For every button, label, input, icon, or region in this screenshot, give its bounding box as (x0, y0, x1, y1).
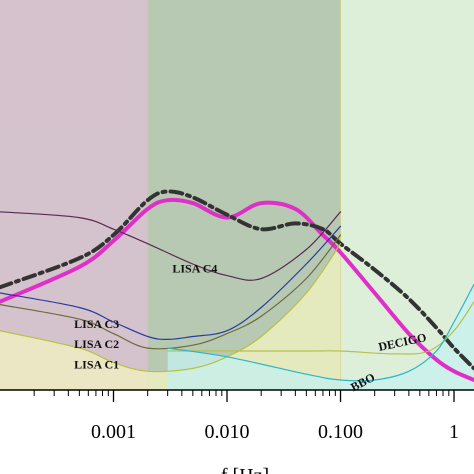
annotation-lisa-c1: LISA C1 (74, 357, 119, 371)
curve-bbo (167, 283, 474, 382)
x-tick-label-0: 0.001 (91, 421, 136, 443)
curve-lisa-c1 (0, 243, 342, 373)
curve-lisa-c3 (0, 225, 342, 341)
band-0 (0, 0, 148, 390)
x-tick-label-3: 1 (449, 421, 459, 443)
fill-bbo (167, 284, 474, 390)
curve-lisa-c4 (0, 211, 342, 281)
annotation-lisa-c2: LISA C2 (74, 337, 119, 351)
curve-lisa-c2 (0, 234, 342, 350)
x-axis-title: f [Hz] (221, 465, 269, 474)
annotation-lisa-c4: LISA C4 (172, 262, 217, 276)
curve-1 (0, 189, 474, 371)
x-tick-label-2: 0.100 (318, 421, 363, 443)
annotation-lisa-c3: LISA C3 (74, 317, 119, 331)
curve-0 (0, 197, 474, 382)
curve-decigo (167, 301, 474, 355)
x-tick-label-1: 0.010 (205, 421, 250, 443)
fill-lisa-c1 (0, 243, 341, 390)
